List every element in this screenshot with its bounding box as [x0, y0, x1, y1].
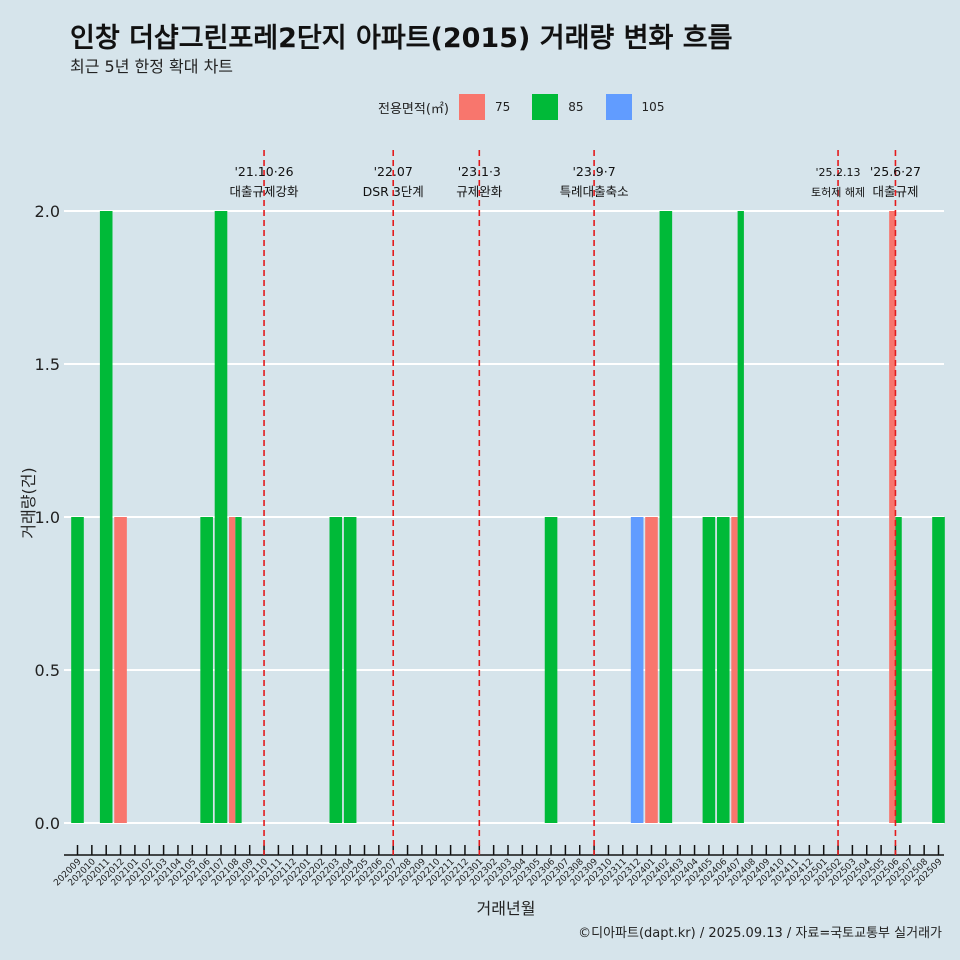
event-desc-label: 규제완화 [456, 184, 503, 199]
event-date-label: '22.07 [374, 164, 413, 179]
source-caption: ©디아파트(dapt.kr) / 2025.09.13 / 자료=국토교통부 실… [578, 926, 942, 941]
bar-85-202405 [702, 517, 716, 823]
bar-85-202108 [235, 517, 242, 823]
legend-key-85 [532, 94, 559, 120]
y-tick-label: 2.0 [35, 202, 60, 221]
y-tick-label: 1.5 [35, 355, 60, 374]
bar-105-202312 [630, 517, 644, 823]
legend-key-75 [458, 94, 485, 120]
bar-85-202106 [200, 517, 213, 823]
event-desc-label: 대출규제강화 [230, 184, 300, 199]
legend: 전용면적(㎡) 75 85 105 [378, 93, 686, 121]
bar-75-202108 [229, 517, 236, 823]
bar-85-202204 [343, 517, 357, 823]
x-axis-title: 거래년월 [477, 899, 536, 918]
bar-75-202506 [889, 211, 896, 823]
event-desc-label: 토허제 해제 [811, 185, 865, 199]
bar-85-202107 [214, 211, 228, 823]
bar-85-202506 [895, 517, 902, 823]
legend-key-105 [605, 94, 632, 120]
bar-85-202407 [737, 211, 744, 823]
event-desc-label: 대출규제 [872, 184, 918, 199]
bar-85-202509 [932, 517, 945, 823]
bar-75-202401 [645, 517, 658, 823]
bar-85-202306 [544, 517, 558, 823]
y-tick-label: 0.0 [35, 814, 60, 833]
y-tick-label: 0.5 [35, 661, 60, 680]
bar-85-202406 [716, 517, 730, 823]
event-date-label: '23.9·7 [572, 164, 615, 179]
legend-label-85: 85 [568, 100, 584, 114]
bar-85-202402 [659, 211, 673, 823]
bar-75-202012 [114, 517, 127, 823]
bar-85-202203 [329, 517, 343, 823]
y-axis-title: 거래량(건) [19, 467, 38, 538]
legend-label-75: 75 [494, 100, 511, 114]
y-tick-label: 1.0 [35, 508, 60, 527]
event-date-label: '21.10·26 [234, 164, 293, 179]
event-desc-label: DSR 3단계 [363, 184, 424, 199]
chart-subtitle: 최근 5년 한정 확대 차트 [70, 57, 234, 76]
legend-label-105: 105 [641, 100, 665, 114]
chart-title: 인창 더샵그린포레2단지 아파트(2015) 거래량 변화 흐름 [70, 23, 733, 54]
event-desc-label: 특례대출축소 [560, 184, 629, 199]
event-date-label: '25.2.13 [816, 166, 861, 179]
event-date-label: '25.6·27 [870, 164, 921, 179]
bar-85-202011 [99, 211, 113, 823]
event-date-label: '23.1·3 [458, 164, 501, 179]
bar-85-202009 [71, 517, 84, 823]
bar-75-202407 [731, 517, 738, 823]
legend-title: 전용면적(㎡) [378, 101, 449, 117]
